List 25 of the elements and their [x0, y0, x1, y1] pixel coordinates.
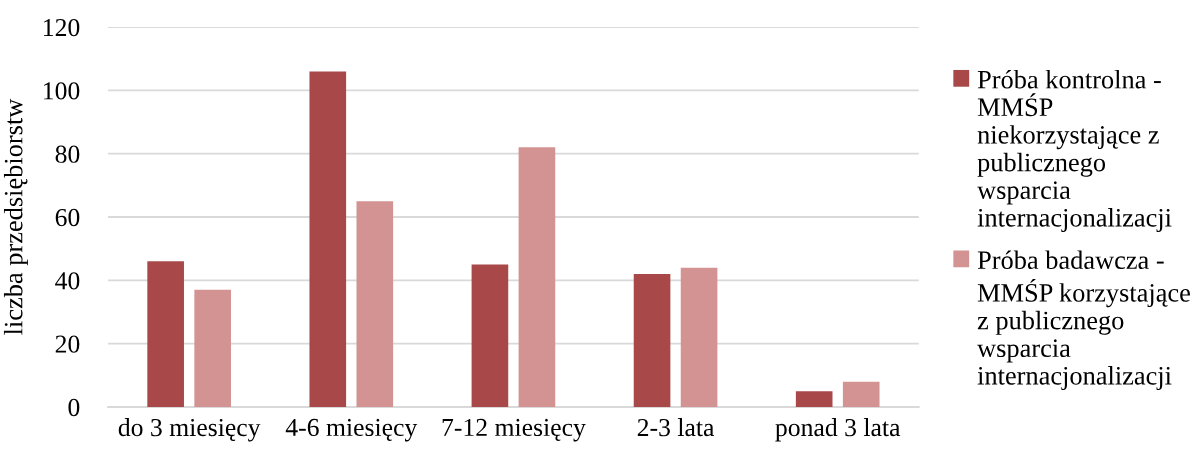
- bar: [842, 381, 880, 407]
- x-tick-label: 2-3 lata: [637, 418, 715, 437]
- bar: [194, 289, 231, 407]
- x-tick-label: ponad 3 lata: [775, 418, 901, 442]
- x-tick-label: do 3 miesięcy: [118, 418, 261, 442]
- y-tick-label: 80: [55, 145, 80, 163]
- bar: [518, 147, 556, 407]
- y-tick-label: 40: [55, 272, 80, 290]
- y-tick-label: 120: [44, 18, 80, 37]
- bar: [309, 71, 347, 407]
- bar: [795, 391, 833, 407]
- x-tick-label: 4-6 miesięcy: [285, 418, 418, 442]
- bar: [147, 261, 184, 407]
- y-tick-label: 20: [55, 335, 80, 353]
- bar: [471, 264, 509, 407]
- bar: [633, 274, 671, 407]
- y-axis-title: liczba przedsiębiorstw: [3, 98, 28, 335]
- legend-label: Próba kontrolna - MMŚP niekorzystające z publicznego wsparcia internacjonalizacji: [977, 69, 1172, 233]
- y-tick-label: 100: [44, 82, 80, 100]
- x-tick-label: 7-12 miesięcy: [442, 418, 586, 442]
- y-tick-label: 60: [55, 208, 80, 227]
- legend-label: Próba badawcza - MMŚP korzystające z publicznego wsparcia internacjonalizacji: [977, 250, 1190, 391]
- y-tick-label: 0: [68, 398, 80, 417]
- bar: [356, 201, 394, 407]
- bar: [680, 267, 718, 407]
